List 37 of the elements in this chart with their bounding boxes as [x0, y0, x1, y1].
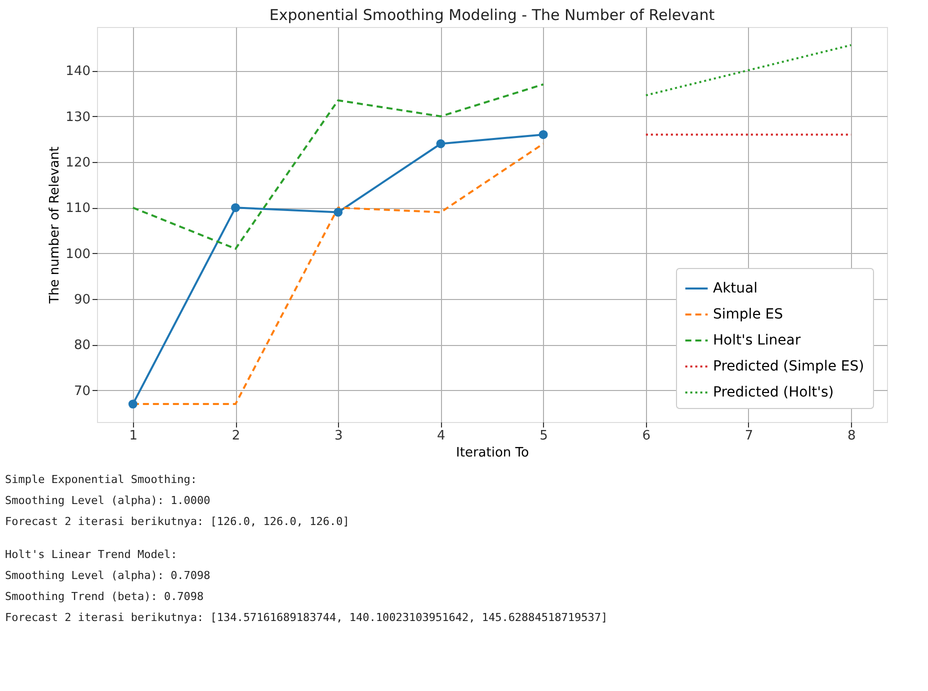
x-tick-label: 2 — [232, 428, 240, 444]
text: Smoothing Trend (beta): 0.7098 — [5, 590, 204, 603]
x-axis-title: Iteration To — [456, 446, 530, 460]
point — [334, 208, 343, 217]
text: Forecast 2 iterasi berikutnya: [134.57161689183744, 140.10023103951642, 145.62884518719537] — [5, 611, 608, 624]
x-tick-label: 4 — [437, 428, 446, 444]
line-series — [132, 83, 544, 250]
point — [436, 139, 446, 148]
legend-label: Aktual — [713, 280, 758, 296]
chart-title: Exponential Smoothing Modeling - The Number of Relevant — [269, 6, 715, 24]
text: Simple Exponential Smoothing: — [5, 473, 198, 486]
y-tick-label: 130 — [66, 110, 90, 125]
y-tick-label: 80 — [74, 338, 90, 354]
text: Holt's Linear Trend Model: — [5, 548, 178, 561]
legend-label: Predicted (Simple ES) — [713, 358, 864, 374]
text: Smoothing Level (alpha): 0.7098 — [5, 569, 210, 582]
x-tick-label: 6 — [642, 428, 651, 444]
x-tick-label: 1 — [129, 428, 138, 444]
x-tick-label: 5 — [540, 428, 548, 444]
legend-label: Simple ES — [713, 306, 784, 322]
y-tick-label: 100 — [66, 246, 90, 262]
x-tick-label: 8 — [847, 428, 856, 444]
legend-label: Holt's Linear — [713, 332, 801, 348]
y-tick-label: 140 — [66, 64, 90, 80]
y-tick-label: 110 — [66, 201, 90, 216]
point — [538, 130, 548, 140]
point — [128, 400, 138, 409]
x-tick-label: 3 — [334, 428, 343, 444]
legend-label: Predicted (Holt's) — [713, 384, 834, 400]
y-tick-label: 120 — [66, 156, 90, 170]
point — [231, 203, 240, 212]
text: Smoothing Level (alpha): 1.0000 — [5, 494, 210, 507]
y-tick-label: 90 — [74, 292, 90, 308]
text: Forecast 2 iterasi berikutnya: [126.0, 126.0, 126.0] — [5, 515, 350, 528]
x-tick-label: 7 — [744, 428, 754, 444]
y-tick-label: 70 — [74, 384, 90, 399]
y-axis-title: The number of Relevant — [48, 146, 63, 304]
